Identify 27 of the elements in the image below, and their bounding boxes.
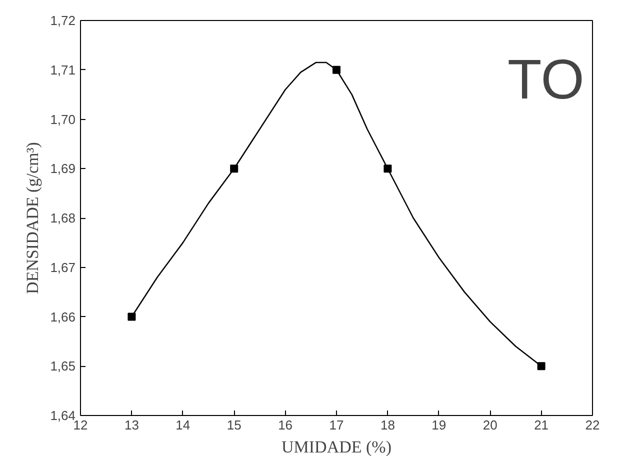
y-tick-label: 1,70 [50,112,76,127]
annotation: TO [508,48,584,110]
x-tick-label: 18 [380,418,395,432]
y-tick-label: 1,65 [50,358,76,374]
y-tick-label: 1,68 [50,210,76,226]
x-tick-label: 13 [124,418,139,432]
y-tick-label: 1,69 [50,161,76,176]
y-tick-label: 1,72 [50,13,76,28]
x-tick-label: 14 [176,418,190,432]
point [537,362,546,370]
y-tick-label: 1,67 [50,260,76,275]
x-tick-label: 15 [226,418,242,432]
y-tick-label: 1,66 [50,309,76,324]
point [230,164,238,173]
x-tick-label: 22 [585,418,600,432]
point [332,66,340,74]
y-tick-label: 1,64 [50,408,76,423]
x-axis-title: UMIDADE (%) [282,438,392,456]
x-tick-label: 17 [329,418,344,432]
point [384,164,392,173]
y-tick-label: 1,71 [50,62,76,78]
x-tick-label: 16 [278,418,293,432]
x-tick-label: 21 [534,418,549,432]
point [128,312,136,321]
x-tick-label: 20 [482,418,498,432]
x-tick-label: 19 [432,418,446,432]
y-axis-title: DENSIDADE (g/cm³) [23,142,42,294]
